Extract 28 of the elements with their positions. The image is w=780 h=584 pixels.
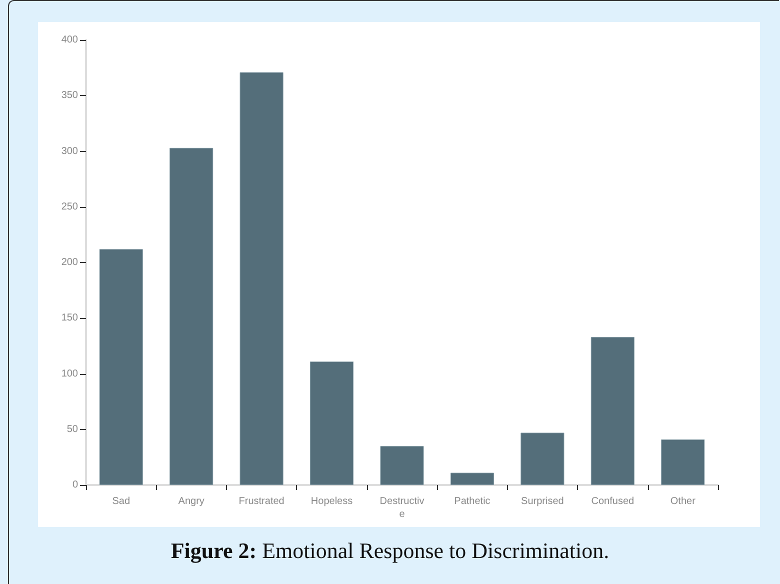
bar: [99, 249, 143, 485]
bar: [450, 472, 494, 485]
bar: [310, 362, 354, 485]
y-tick-label: 400: [61, 34, 78, 46]
y-tick-label: 250: [61, 201, 78, 212]
y-tick-label: 150: [61, 312, 78, 324]
text: Figure 2: Emotional Response to Discrimination.: [170, 538, 610, 564]
bar: [590, 337, 634, 485]
bar: [661, 439, 705, 485]
bar: [170, 148, 214, 485]
x-tick-label: Surprised: [521, 496, 564, 507]
y-tick-label: 100: [61, 368, 78, 380]
x-tick-label: Hopeless: [310, 496, 353, 507]
x-tick-label: Other: [670, 496, 696, 507]
x-tick-label: Confused: [591, 496, 634, 507]
x-tick-label: Pathetic: [454, 496, 490, 507]
bar: [240, 72, 284, 485]
bar: [380, 446, 424, 485]
x-tick-label: Frustrated: [238, 496, 284, 507]
y-tick-label: 0: [72, 480, 78, 490]
y-tick-label: 200: [61, 257, 78, 268]
y-tick-label: 50: [66, 424, 78, 435]
bar: [520, 432, 564, 485]
y-tick-label: 300: [61, 146, 78, 157]
x-tick-label: Angry: [178, 496, 204, 507]
x-tick-label: Sad: [112, 496, 130, 507]
y-tick-label: 350: [61, 90, 78, 102]
x-tick-label: Destructive: [380, 496, 424, 520]
